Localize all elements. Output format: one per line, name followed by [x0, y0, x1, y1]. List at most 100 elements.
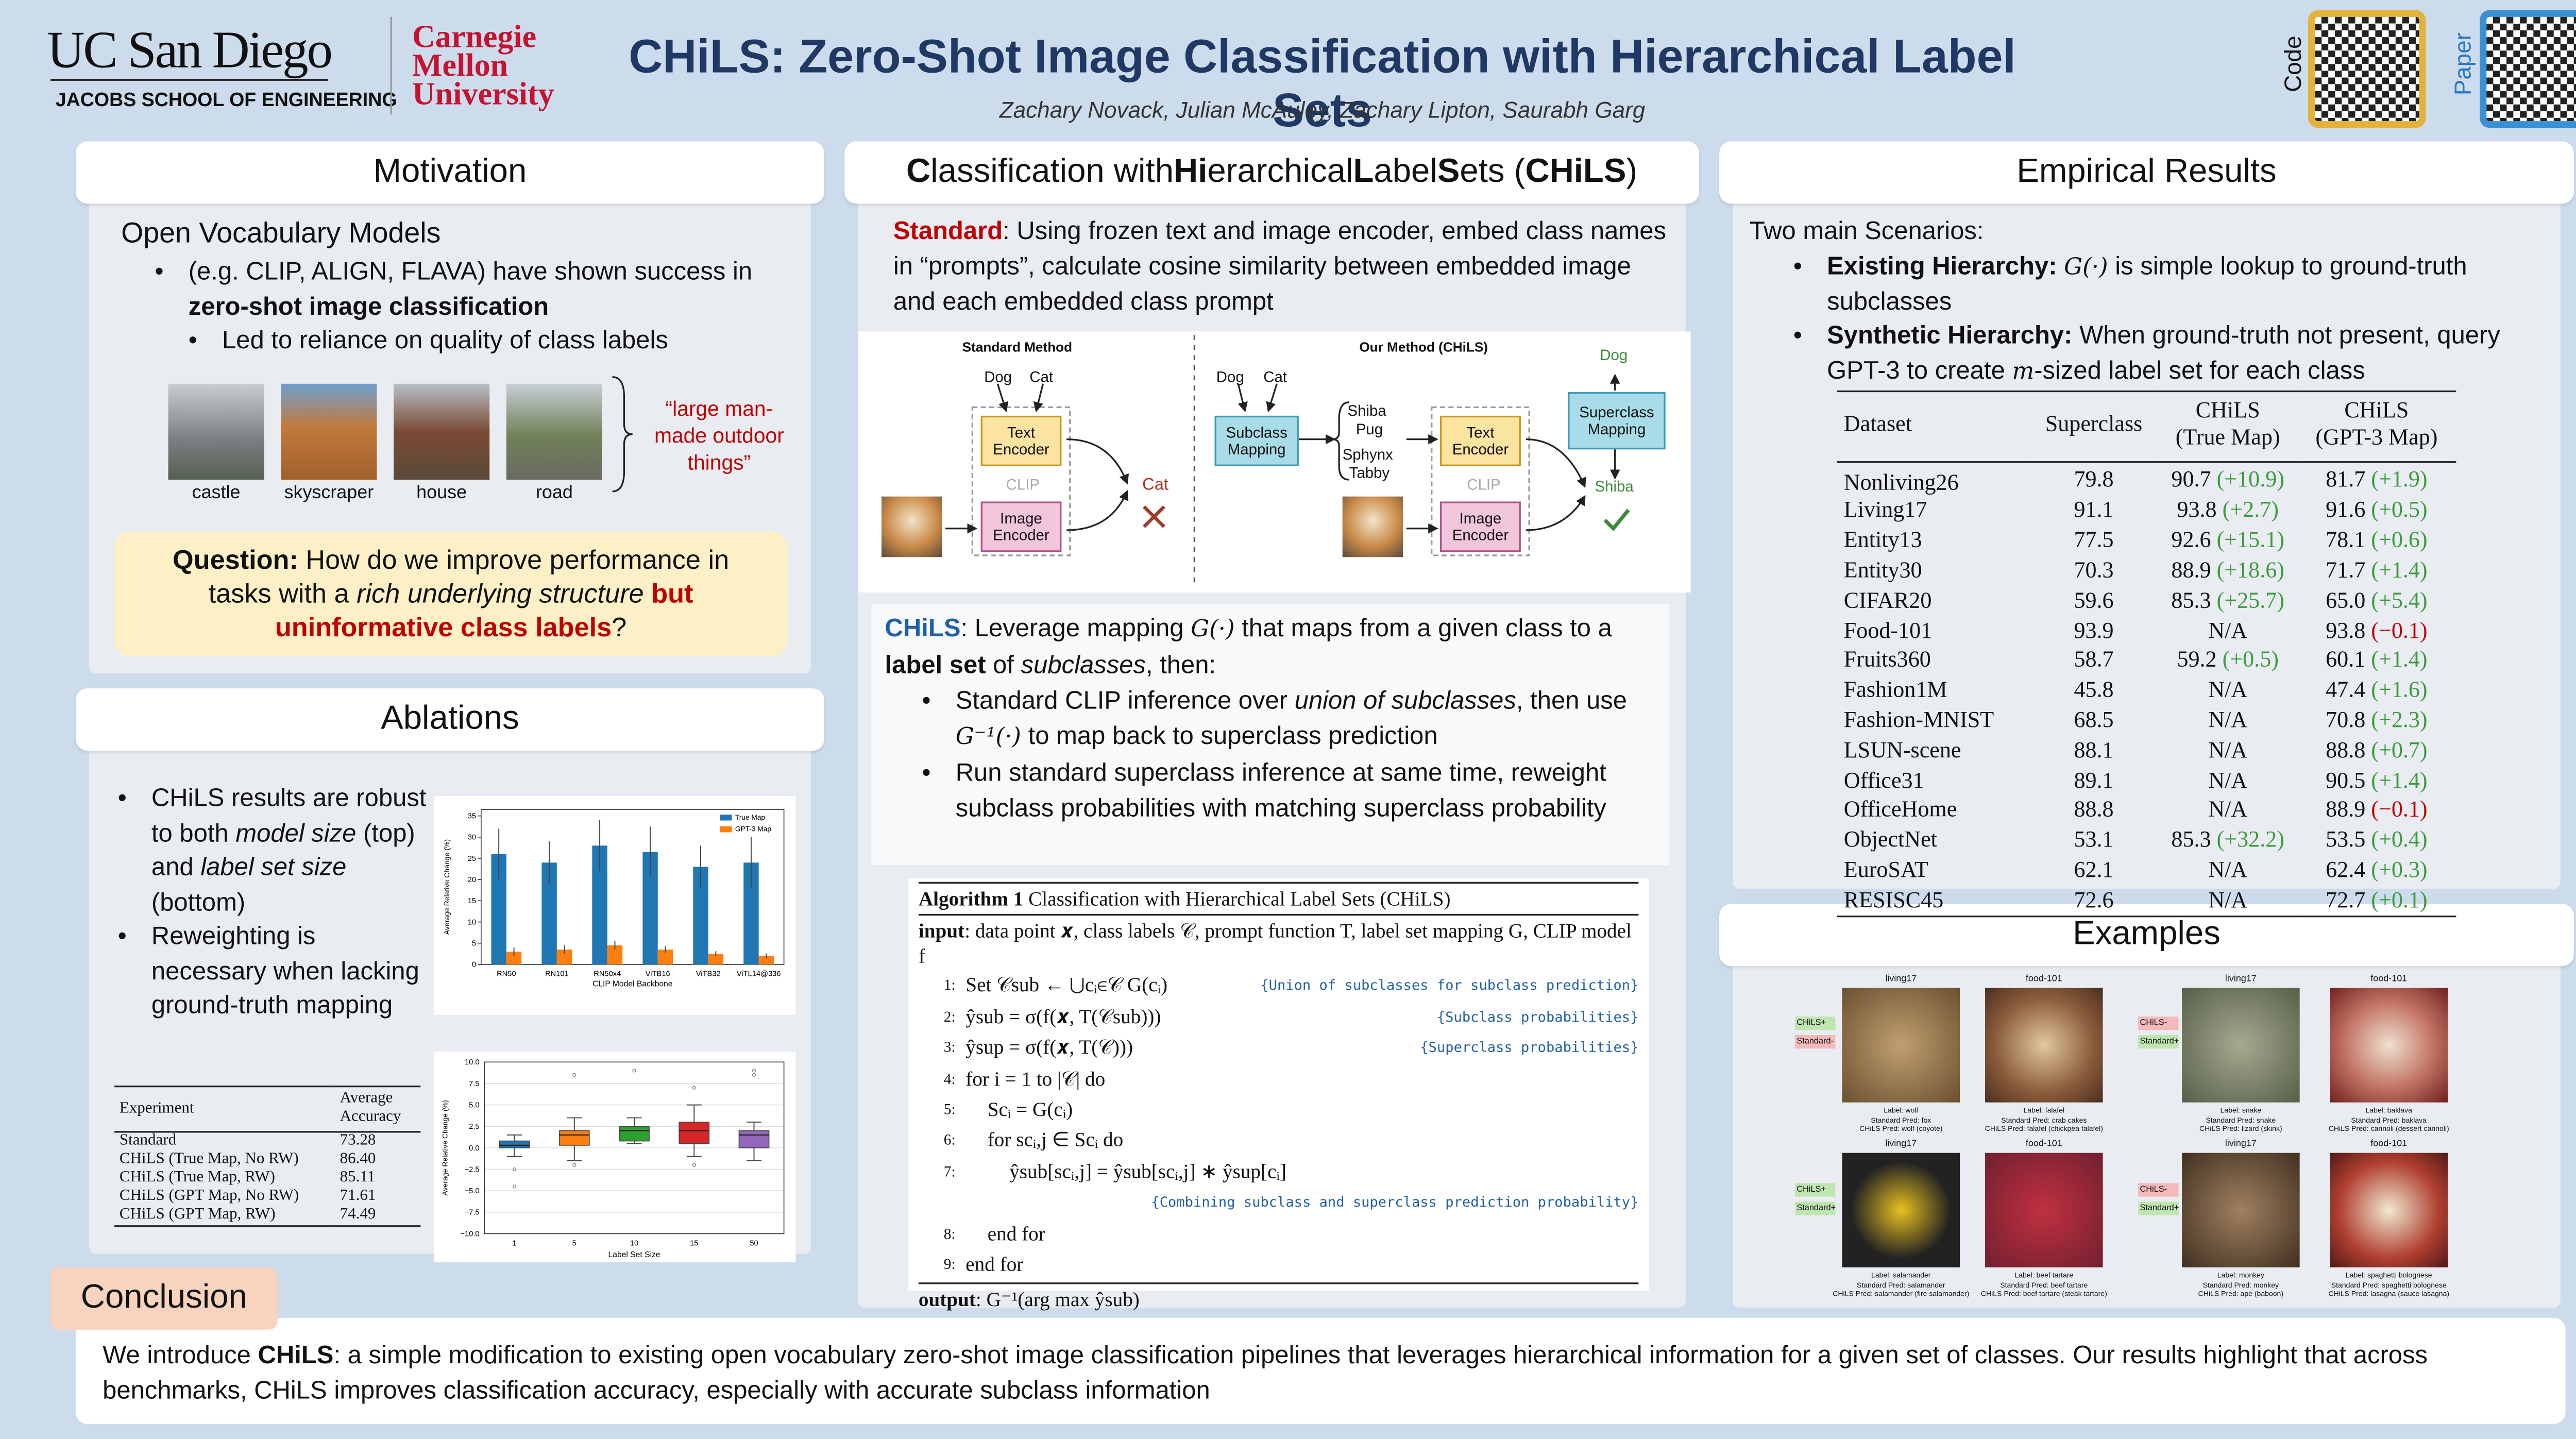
check [1603, 509, 1630, 532]
caption-line: CHiLS Pred: lizard (skink) [2199, 1124, 2282, 1133]
box [499, 1140, 530, 1148]
row: Standard 73.28 [114, 1132, 420, 1152]
cell: CIFAR20 [1837, 585, 2029, 615]
example-dataset: food-101 [1985, 974, 2103, 985]
value: 90.7 [2171, 465, 2211, 491]
bar [758, 956, 774, 964]
dataset: Living17 [1843, 497, 1927, 522]
text-run: Standard CLIP inference over [955, 686, 1295, 716]
text: Two main Scenarios: [1749, 217, 1984, 246]
cell: CHiLS (True Map, No RW) [119, 1151, 299, 1169]
arrow [1526, 495, 1586, 531]
caption-line: Label: snake [2220, 1106, 2262, 1114]
box [619, 1126, 650, 1142]
text-run: Hi [1174, 153, 1208, 191]
label: Cat [1142, 476, 1168, 495]
y-tick-label: 35 [468, 812, 476, 821]
cmu-logo: Mellon [412, 48, 509, 84]
diagram-arrows [945, 335, 1630, 584]
dataset-label: living17 [1885, 974, 1917, 985]
emp-bullet: Existing Hierarchy: G(·) is simple looku… [1793, 251, 2547, 320]
cell: 72.7 (+0.1) [2297, 885, 2456, 916]
line-comment: {Union of subclasses for subclass predic… [1260, 977, 1639, 994]
algorithm-line: 8: end for [919, 1218, 1639, 1249]
line-number: 8: [943, 1225, 956, 1242]
row: CHiLS (GPT Map, RW) 74.49 [114, 1207, 420, 1226]
cmu-line: Carnegie [412, 22, 581, 56]
x-tick-label: 10 [630, 1239, 638, 1247]
dataset-label: food-101 [2370, 1139, 2408, 1150]
example-dataset: food-101 [2330, 974, 2448, 985]
y-tick-label: 0 [472, 961, 476, 969]
example-caption: Label: baklava Standard Pred: baklava CHiL… [2313, 1106, 2465, 1134]
bullet-text: Led to reliance on quality of class labe… [222, 326, 668, 355]
delta: (−0.1) [2371, 617, 2428, 642]
brace-path [612, 376, 633, 493]
cell: 85.11 [340, 1170, 376, 1187]
caption-line: CHiLS Pred: falafel (chickpea falafel) [1985, 1124, 2103, 1133]
arrow [1066, 438, 1129, 485]
label: Cat [1263, 368, 1287, 386]
example-dataset: food-101 [2330, 1140, 2448, 1150]
example-dataset: living17 [1842, 1140, 1960, 1150]
input-text: : data point 𝒙, class labels 𝒞, prompt f… [918, 919, 1632, 969]
text-run: label set [885, 651, 986, 680]
value: 88.8 [2326, 737, 2366, 763]
delta: (+18.6) [2216, 557, 2284, 583]
keyword: input [918, 919, 965, 943]
legend-label: True Map [735, 814, 765, 821]
clip-frame [1431, 406, 1530, 556]
text-run: abel [1374, 153, 1437, 191]
label: Dog [984, 368, 1012, 386]
value: 93.9 [2074, 617, 2114, 642]
legend-text: Standard+ [2140, 1203, 2179, 1214]
value: 53.5 [2326, 826, 2366, 852]
row: Fruits360 58.7 59.2 (+0.5) 60.1 (+1.4) [1837, 645, 2456, 675]
box [679, 1122, 710, 1144]
text-run: How do we improve performance in tasks w… [208, 547, 730, 610]
encoder-box: Text Encoder [980, 415, 1062, 466]
text-run: lassification with [930, 153, 1174, 191]
box [738, 1130, 770, 1148]
text-run: that maps from a given class to a [1234, 614, 1612, 643]
heading: Open Vocabulary Models [121, 217, 441, 249]
space [2217, 647, 2223, 672]
plot-frame [484, 1061, 785, 1234]
line-comment: {Superclass probabilities} [1420, 1039, 1639, 1056]
text-run: (bottom) [151, 888, 246, 917]
value: 72.6 [2074, 886, 2114, 912]
cell: N/A [2159, 735, 2297, 765]
cell: 71.61 [340, 1188, 376, 1205]
line-number: 2: [943, 1008, 956, 1025]
cell: 91.1 [2029, 496, 2159, 526]
y-tick-label: 25 [468, 855, 476, 863]
row: Fashion-MNIST 68.5 N/A 70.8 (+2.3) [1837, 705, 2456, 735]
cell: 88.8 (+0.7) [2297, 735, 2456, 765]
question-box: Question: How do we improve performance … [114, 532, 788, 657]
row: Office31 89.1 N/A 90.5 (+1.4) [1837, 765, 2456, 795]
dataset: Office31 [1843, 767, 1924, 792]
emp-bullet: Synthetic Hierarchy: When ground-truth n… [1793, 320, 2547, 389]
emp-intro: Two main Scenarios: [1750, 217, 2490, 246]
cell: 88.1 [2029, 735, 2159, 765]
text-run: ? [612, 614, 627, 643]
arrow [1066, 489, 1129, 531]
encoder-box: Image Encoder [980, 501, 1062, 552]
outlier [512, 1184, 517, 1189]
photo-caption: road [489, 483, 619, 503]
label: Our Method (CHiLS) [1359, 340, 1488, 355]
caption: castle [192, 483, 241, 503]
dataset-label: living17 [2225, 974, 2257, 985]
delta: (+1.9) [2371, 465, 2428, 491]
cell: 85.3 (+25.7) [2159, 585, 2297, 615]
value: 70.3 [2074, 557, 2114, 583]
space [2211, 466, 2217, 491]
line-number: 4: [943, 1070, 956, 1087]
photo [168, 383, 264, 480]
text-run: Synthetic Hierarchy: [1827, 321, 2073, 350]
example-photo [1842, 988, 1960, 1103]
y-tick-label: 2.5 [469, 1123, 479, 1131]
cell: 88.9 (−0.1) [2297, 795, 2456, 825]
dataset: RESISC45 [1843, 886, 1944, 912]
